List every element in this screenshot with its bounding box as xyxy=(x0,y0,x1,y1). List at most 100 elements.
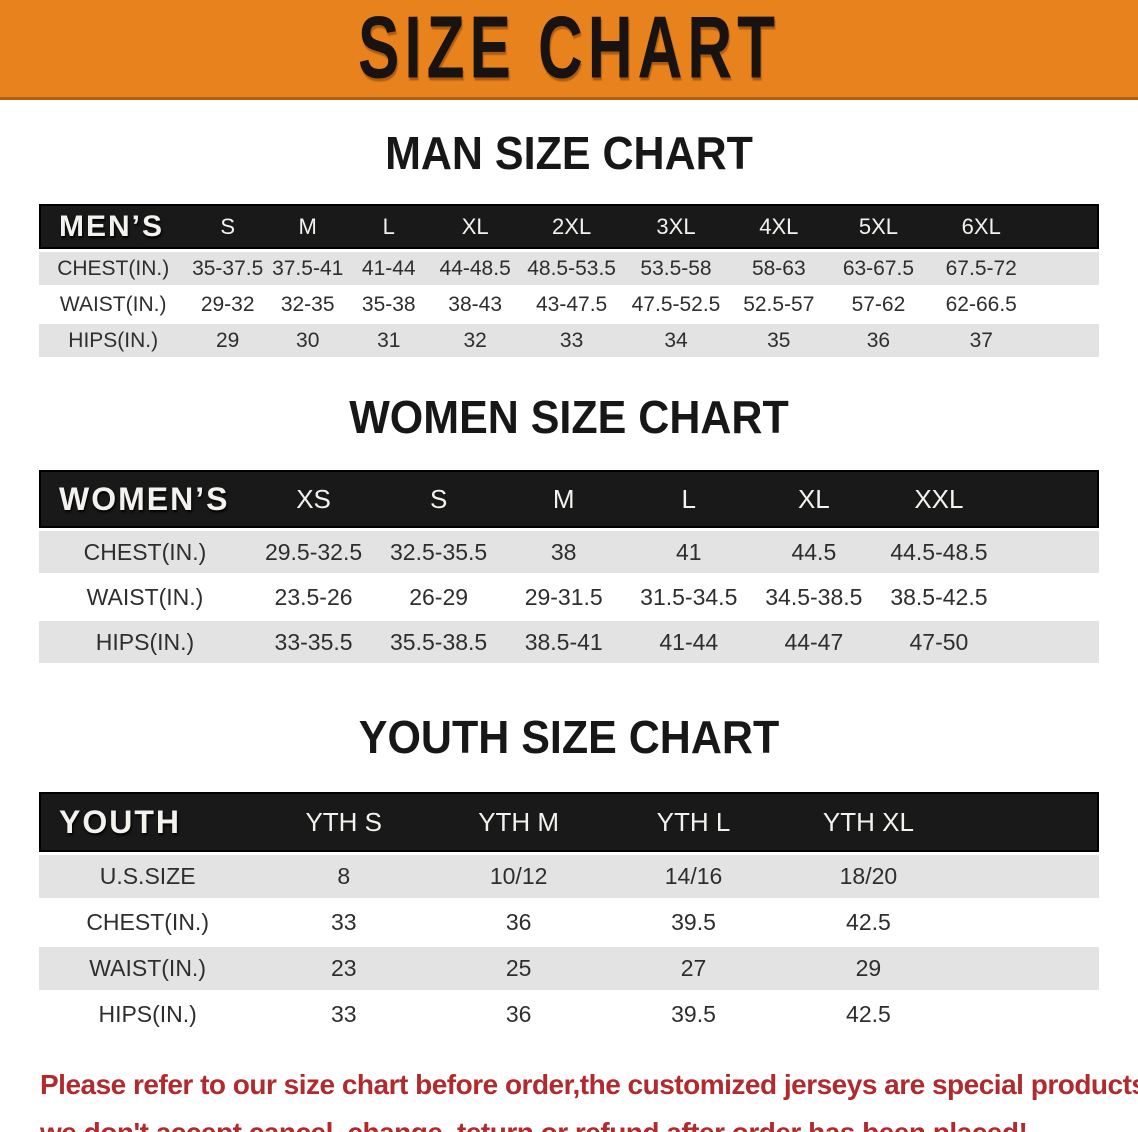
column-header: 6XL xyxy=(928,204,1035,249)
row-label: CHEST(IN.) xyxy=(39,901,257,944)
column-header: L xyxy=(347,204,431,249)
row-label: WAIST(IN.) xyxy=(39,288,188,321)
filler-cell xyxy=(955,947,1099,990)
row-label: HIPS(IN.) xyxy=(39,993,257,1036)
cell-value: 14/16 xyxy=(606,855,781,898)
cell-value: 57-62 xyxy=(828,288,929,321)
column-header: YTH L xyxy=(606,792,781,852)
row-label: CHEST(IN.) xyxy=(39,531,251,573)
cell-value: 38 xyxy=(501,531,627,573)
cell-value: 44.5 xyxy=(751,531,877,573)
filler-cell xyxy=(955,993,1099,1036)
cell-value: 32-35 xyxy=(267,288,348,321)
cell-value: 39.5 xyxy=(606,901,781,944)
disclaimer: Please refer to our size chart before or… xyxy=(40,1061,1138,1132)
section-heading-youth: YOUTH SIZE CHART xyxy=(358,712,780,764)
table-row: WAIST(IN.) 23 25 27 29 xyxy=(39,947,1099,990)
filler-cell xyxy=(1034,288,1099,321)
womens-table-header: WOMEN’S XS S M L XL XXL xyxy=(39,470,1099,528)
cell-value: 47-50 xyxy=(876,621,1002,663)
banner-title: SIZE CHART xyxy=(358,0,780,98)
row-label: HIPS(IN.) xyxy=(39,324,188,357)
mens-size-table: MEN’S S M L XL 2XL 3XL 4XL 5XL 6XL CHEST(IN.) 35-3… xyxy=(39,201,1099,360)
column-header: 4XL xyxy=(729,204,829,249)
row-label: WAIST(IN.) xyxy=(39,947,257,990)
cell-value: 23.5-26 xyxy=(251,576,377,618)
filler-cell xyxy=(1034,204,1099,249)
cell-value: 41-44 xyxy=(347,252,431,285)
filler-cell xyxy=(1001,621,1099,663)
column-header: S xyxy=(187,204,268,249)
cell-value: 31.5-34.5 xyxy=(626,576,752,618)
column-header: L xyxy=(626,470,752,528)
womens-table-body: CHEST(IN.) 29.5-32.5 32.5-35.5 38 41 44.5 44.5… xyxy=(39,531,1099,663)
cell-value: 23 xyxy=(256,947,432,990)
disclaimer-line-1: Please refer to our size chart before or… xyxy=(40,1069,1138,1100)
table-row: HIPS(IN.) 33-35.5 35.5-38.5 38.5-41 41-44 44-… xyxy=(39,621,1099,663)
column-header: 2XL xyxy=(520,204,624,249)
cell-value: 29 xyxy=(187,324,268,357)
cell-value: 67.5-72 xyxy=(928,252,1035,285)
cell-value: 29-32 xyxy=(187,288,268,321)
table-row: CHEST(IN.) 29.5-32.5 32.5-35.5 38 41 44.5 44.5… xyxy=(39,531,1099,573)
cell-value: 26-29 xyxy=(376,576,502,618)
filler-cell xyxy=(1001,470,1099,528)
youth-size-table: YOUTH YTH S YTH M YTH L YTH XL U.S.SIZE 8 10/1… xyxy=(39,789,1099,1039)
column-header: 5XL xyxy=(828,204,929,249)
filler-cell xyxy=(955,855,1099,898)
cell-value: 42.5 xyxy=(780,993,956,1036)
column-header: 3XL xyxy=(623,204,729,249)
filler-cell xyxy=(955,792,1099,852)
column-header: XS xyxy=(251,470,377,528)
cell-value: 33 xyxy=(256,993,432,1036)
table-row: WAIST(IN.) 29-32 32-35 35-38 38-43 43-47.5 47.… xyxy=(39,288,1099,321)
table-row: WAIST(IN.) 23.5-26 26-29 29-31.5 31.5-34.5 34… xyxy=(39,576,1099,618)
column-header: YTH XL xyxy=(780,792,956,852)
column-header: M xyxy=(267,204,348,249)
column-header: S xyxy=(376,470,502,528)
cell-value: 38-43 xyxy=(430,288,521,321)
cell-value: 34.5-38.5 xyxy=(751,576,877,618)
cell-value: 48.5-53.5 xyxy=(520,252,624,285)
row-label: HIPS(IN.) xyxy=(39,621,251,663)
cell-value: 10/12 xyxy=(431,855,607,898)
cell-value: 29-31.5 xyxy=(501,576,627,618)
cell-value: 35-37.5 xyxy=(187,252,268,285)
table-row: CHEST(IN.) 33 36 39.5 42.5 xyxy=(39,901,1099,944)
column-header: YTH S xyxy=(256,792,432,852)
cell-value: 27 xyxy=(606,947,781,990)
column-header: YTH M xyxy=(431,792,607,852)
header-row: MEN’S S M L XL 2XL 3XL 4XL 5XL 6XL xyxy=(39,204,1099,249)
cell-value: 33 xyxy=(256,901,432,944)
cell-value: 32.5-35.5 xyxy=(376,531,502,573)
cell-value: 42.5 xyxy=(780,901,956,944)
cell-value: 37 xyxy=(928,324,1035,357)
row-label: WAIST(IN.) xyxy=(39,576,251,618)
cell-value: 34 xyxy=(623,324,729,357)
row-label: U.S.SIZE xyxy=(39,855,257,898)
youth-table-header: YOUTH YTH S YTH M YTH L YTH XL xyxy=(39,792,1099,852)
cell-value: 33-35.5 xyxy=(251,621,377,663)
banner: SIZE CHART xyxy=(0,0,1138,100)
youth-table-body: U.S.SIZE 8 10/12 14/16 18/20 CHEST(IN.) 33 36 39… xyxy=(39,855,1099,1036)
cell-value: 47.5-52.5 xyxy=(623,288,729,321)
cell-value: 30 xyxy=(267,324,348,357)
column-header: XL xyxy=(430,204,521,249)
header-row: YOUTH YTH S YTH M YTH L YTH XL xyxy=(39,792,1099,852)
section-heading-women: WOMEN SIZE CHART xyxy=(349,392,789,444)
cell-value: 44.5-48.5 xyxy=(876,531,1002,573)
cell-value: 44-48.5 xyxy=(430,252,521,285)
cell-value: 62-66.5 xyxy=(928,288,1035,321)
cell-value: 25 xyxy=(431,947,607,990)
cell-value: 31 xyxy=(347,324,431,357)
table-row: HIPS(IN.) 33 36 39.5 42.5 xyxy=(39,993,1099,1036)
cell-value: 36 xyxy=(431,993,607,1036)
mens-table-body: CHEST(IN.) 35-37.5 37.5-41 41-44 44-48.5 48.5… xyxy=(39,252,1099,357)
cell-value: 38.5-42.5 xyxy=(876,576,1002,618)
table-row: U.S.SIZE 8 10/12 14/16 18/20 xyxy=(39,855,1099,898)
cell-value: 38.5-41 xyxy=(501,621,627,663)
filler-cell xyxy=(1034,324,1099,357)
womens-size-table: WOMEN’S XS S M L XL XXL CHEST(IN.) 29.5-32.5 32.… xyxy=(39,467,1099,666)
row-label: CHEST(IN.) xyxy=(39,252,188,285)
cell-value: 36 xyxy=(431,901,607,944)
